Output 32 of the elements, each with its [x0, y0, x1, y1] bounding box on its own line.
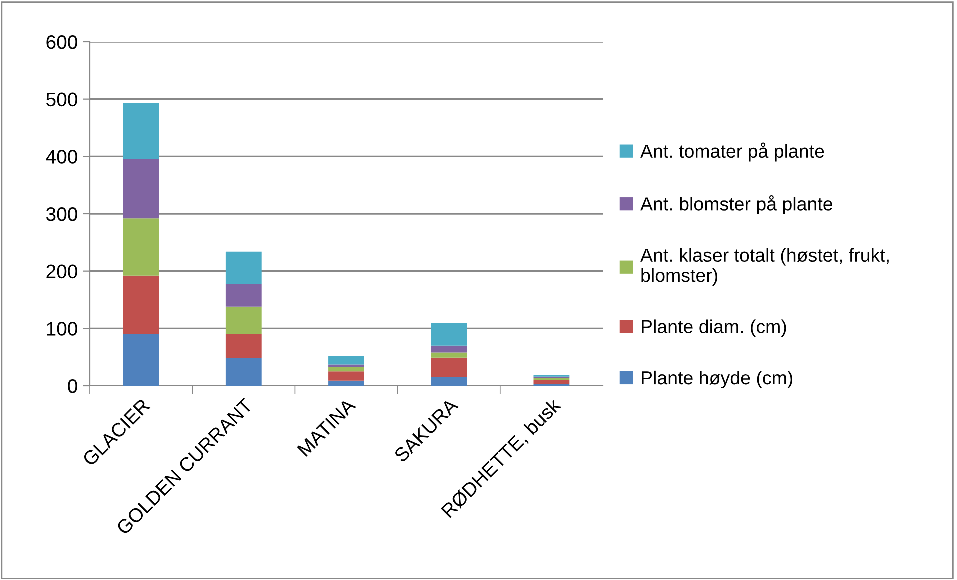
y-tick-label: 600 — [46, 35, 78, 50]
bar — [226, 252, 262, 285]
y-tick-label: 500 — [46, 92, 78, 107]
y-tick-label: 100 — [47, 322, 78, 336]
bar — [123, 160, 160, 219]
legend-label: Ant. blomster på plante — [640, 196, 832, 215]
legend-label: Plante diam. (cm) — [642, 320, 786, 338]
bar — [226, 334, 262, 358]
bar — [123, 103, 160, 160]
y-tick-label: 200 — [46, 264, 78, 279]
legend-label: Ant. tomater på plante — [640, 142, 824, 162]
bar — [328, 367, 364, 372]
bar — [431, 346, 468, 353]
bar — [431, 352, 468, 358]
bar — [534, 380, 570, 384]
bar — [123, 334, 160, 386]
bar — [226, 306, 262, 334]
bar — [226, 284, 262, 307]
bar — [431, 358, 468, 378]
bar — [226, 358, 262, 386]
bar — [431, 324, 468, 346]
bar — [328, 380, 364, 386]
y-tick-label: 400 — [46, 150, 78, 164]
bar — [328, 356, 364, 365]
y-tick-label: 0 — [68, 379, 78, 394]
bar — [431, 377, 468, 386]
bar — [123, 276, 160, 334]
legend-label: Plante høyde (cm) — [642, 370, 793, 388]
bar — [123, 218, 160, 276]
y-tick-label: 300 — [46, 207, 78, 222]
legend-label: Ant. klaser totalt (høstet, frukt, blomster) — [640, 248, 889, 286]
bar — [328, 372, 364, 381]
